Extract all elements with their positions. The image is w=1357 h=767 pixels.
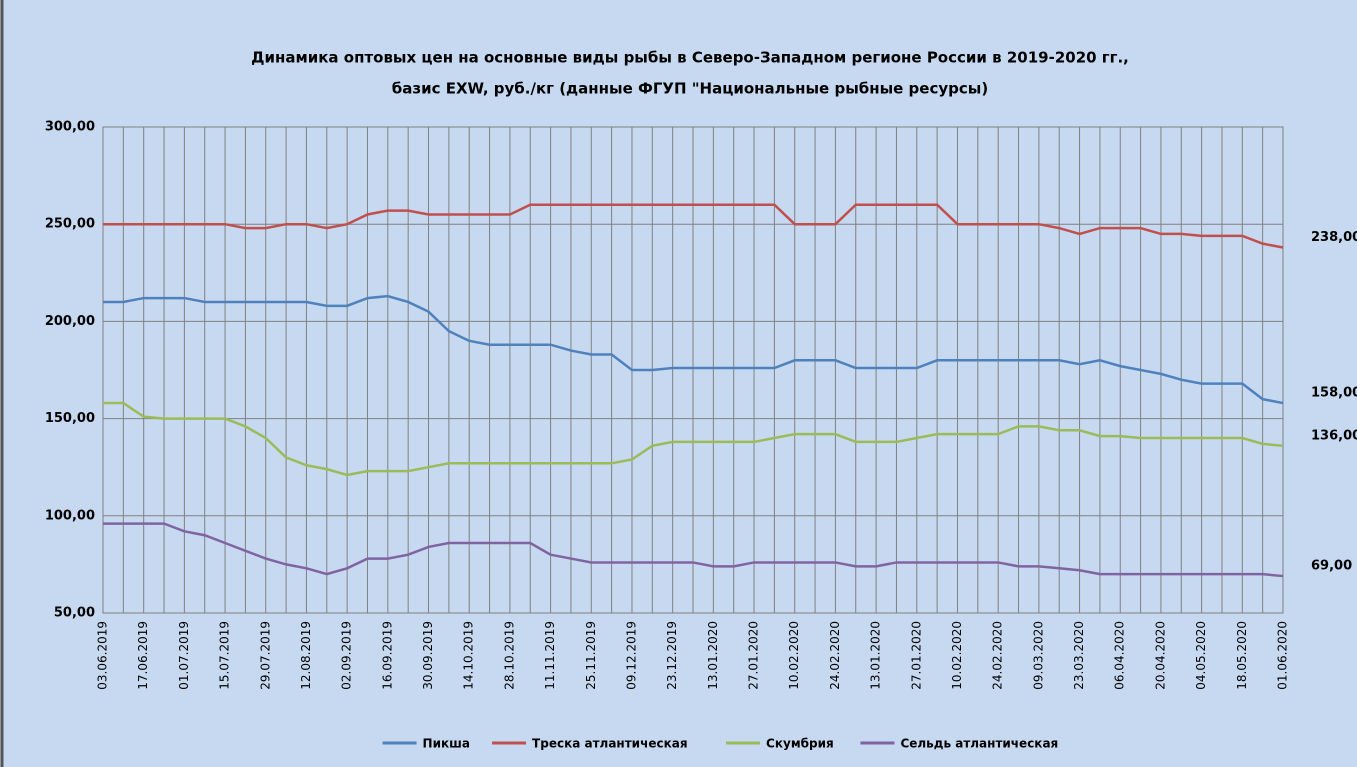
x-tick-label: 10.02.2020 bbox=[787, 621, 801, 690]
x-tick-label: 29.07.2019 bbox=[258, 621, 272, 690]
chart-title: Динамика оптовых цен на основные виды ры… bbox=[251, 49, 1129, 67]
x-tick-label: 30.09.2019 bbox=[421, 621, 435, 690]
y-tick-label: 250,00 bbox=[45, 217, 95, 232]
x-tick-label: 13.01.2020 bbox=[706, 621, 720, 690]
x-tick-label: 12.08.2019 bbox=[299, 621, 313, 690]
x-tick-label: 15.07.2019 bbox=[218, 621, 232, 690]
legend-label: Треска атлантическая bbox=[532, 737, 687, 751]
x-tick-label: 16.09.2019 bbox=[380, 621, 394, 690]
x-tick-label: 06.04.2020 bbox=[1113, 621, 1127, 690]
x-tick-label: 14.10.2019 bbox=[462, 621, 476, 690]
x-tick-label: 09.03.2020 bbox=[1031, 621, 1045, 690]
x-tick-label: 13.01.2020 bbox=[869, 621, 883, 690]
x-tick-label: 28.10.2019 bbox=[502, 621, 516, 690]
data-label: 136,00 bbox=[1311, 428, 1357, 443]
legend-label: Пикша bbox=[423, 737, 470, 751]
y-tick-label: 300,00 bbox=[45, 120, 95, 135]
y-tick-label: 150,00 bbox=[45, 411, 95, 426]
chart: Динамика оптовых цен на основные виды ры… bbox=[0, 0, 1357, 767]
y-tick-label: 100,00 bbox=[45, 508, 95, 523]
x-tick-label: 24.02.2020 bbox=[828, 621, 842, 690]
x-tick-label: 10.02.2020 bbox=[950, 621, 964, 690]
x-tick-label: 23.12.2019 bbox=[665, 621, 679, 690]
x-tick-label: 20.04.2020 bbox=[1153, 621, 1167, 690]
x-tick-label: 02.09.2019 bbox=[340, 621, 354, 690]
x-tick-label: 11.11.2019 bbox=[543, 621, 557, 690]
chart-subtitle: базис EXW, руб./кг (данные ФГУП "Национа… bbox=[392, 80, 988, 98]
x-tick-label: 01.07.2019 bbox=[177, 621, 191, 690]
x-tick-label: 04.05.2020 bbox=[1194, 621, 1208, 690]
x-tick-label: 01.06.2020 bbox=[1276, 621, 1290, 690]
x-tick-label: 18.05.2020 bbox=[1235, 621, 1249, 690]
x-tick-label: 03.06.2019 bbox=[96, 621, 110, 690]
data-label: 69,00 bbox=[1311, 559, 1352, 574]
data-label: 158,00 bbox=[1311, 386, 1357, 401]
x-tick-label: 27.01.2020 bbox=[909, 621, 923, 690]
legend-label: Сельдь атлантическая bbox=[900, 737, 1058, 751]
y-tick-label: 50,00 bbox=[54, 606, 95, 621]
x-tick-label: 24.02.2020 bbox=[991, 621, 1005, 690]
y-tick-label: 200,00 bbox=[45, 314, 95, 329]
x-tick-label: 09.12.2019 bbox=[624, 621, 638, 690]
x-tick-label: 23.03.2020 bbox=[1072, 621, 1086, 690]
x-tick-label: 25.11.2019 bbox=[584, 621, 598, 690]
data-label: 238,00 bbox=[1311, 230, 1357, 245]
legend-label: Скумбрия bbox=[766, 737, 834, 751]
x-tick-label: 17.06.2019 bbox=[136, 621, 150, 690]
x-tick-label: 27.01.2020 bbox=[747, 621, 761, 690]
